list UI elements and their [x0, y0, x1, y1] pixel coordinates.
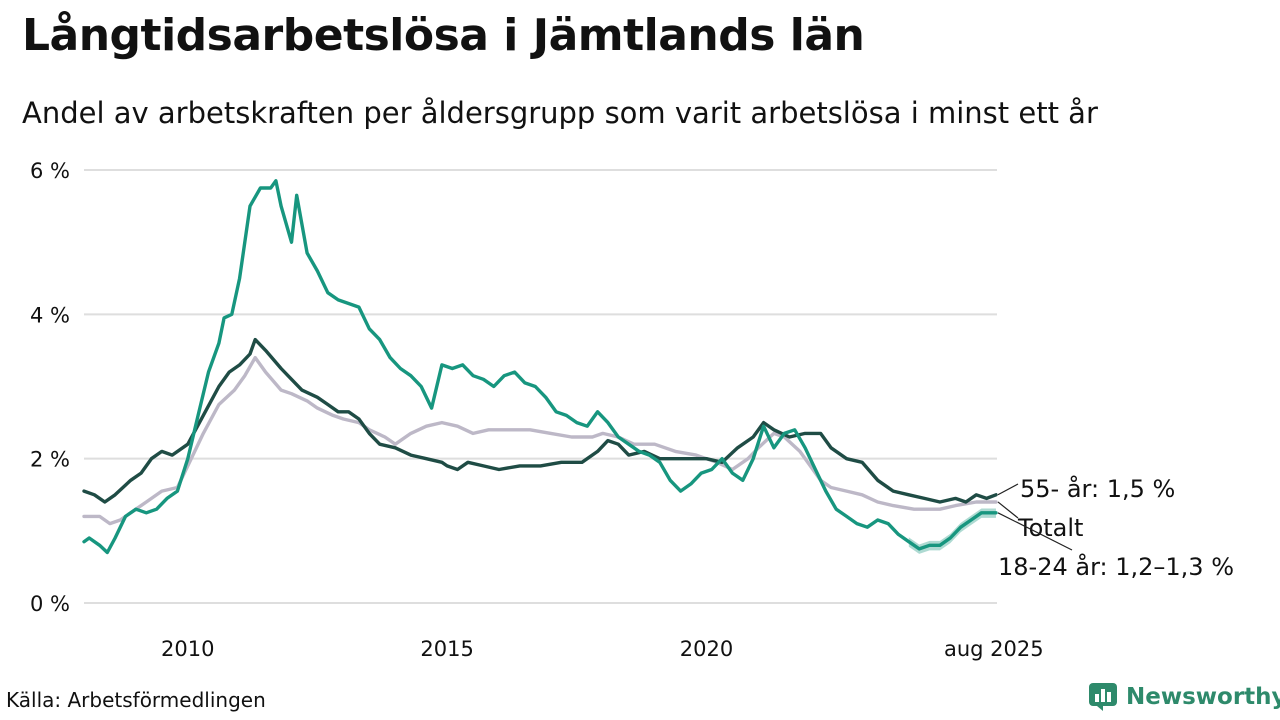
- x-tick-label: aug 2025: [944, 637, 1044, 661]
- x-axis-ticks: 2010 2015 2020 aug 2025: [161, 637, 1044, 661]
- bar-chart-icon: [1089, 683, 1117, 711]
- y-tick-label: 6 %: [30, 159, 70, 183]
- series-line: [82, 337, 998, 504]
- series-line: [82, 179, 998, 555]
- y-tick-label: 2 %: [30, 448, 70, 472]
- series-leader-line: [997, 483, 1019, 496]
- series-leader-line: [997, 512, 1073, 551]
- source-note: Källa: Arbetsförmedlingen: [6, 688, 266, 712]
- brand-logo: Newsworthy: [1088, 682, 1280, 712]
- x-tick-label: 2015: [420, 637, 473, 661]
- brand-name: Newsworthy: [1126, 684, 1280, 710]
- series-end-label: 18-24 år: 1,2–1,3 %: [998, 552, 1234, 581]
- chart-title: Långtidsarbetslösa i Jämtlands län: [22, 10, 865, 61]
- x-tick-label: 2010: [161, 637, 214, 661]
- series-end-label: 55- år: 1,5 %: [1020, 474, 1175, 503]
- y-tick-label: 0 %: [30, 592, 70, 616]
- series-lines: [82, 179, 998, 555]
- chart-subtitle: Andel av arbetskraften per åldersgrupp s…: [22, 96, 1098, 130]
- line-chart: 0 %2 %4 %6 % 2010 2015 2020 aug 2025 Totalt…: [30, 159, 1234, 661]
- series-leader-line: [997, 501, 1019, 519]
- x-tick-label: 2020: [680, 637, 733, 661]
- y-axis-ticks: 0 % 2 % 4 % 6 %: [30, 159, 70, 616]
- y-tick-label: 4 %: [30, 303, 70, 327]
